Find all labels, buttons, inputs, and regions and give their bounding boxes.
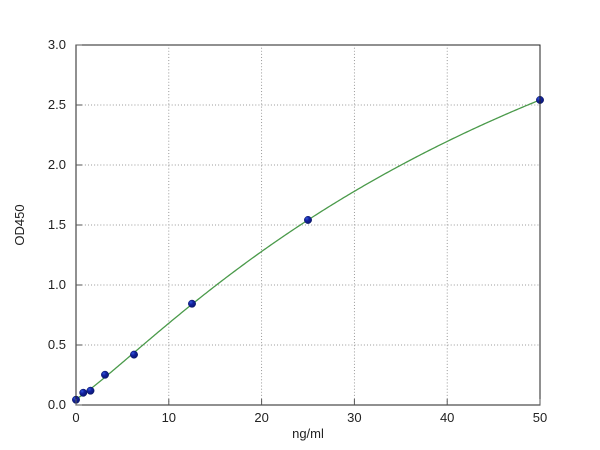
svg-text:30: 30	[347, 410, 361, 425]
svg-text:20: 20	[254, 410, 268, 425]
svg-text:2.0: 2.0	[48, 157, 66, 172]
svg-text:3.0: 3.0	[48, 37, 66, 52]
svg-text:0.5: 0.5	[48, 337, 66, 352]
svg-text:0: 0	[72, 410, 79, 425]
svg-text:ng/ml: ng/ml	[292, 426, 324, 441]
svg-text:40: 40	[440, 410, 454, 425]
svg-text:OD450: OD450	[12, 204, 27, 245]
svg-text:2.5: 2.5	[48, 97, 66, 112]
svg-text:50: 50	[533, 410, 547, 425]
svg-text:1.5: 1.5	[48, 217, 66, 232]
svg-text:10: 10	[162, 410, 176, 425]
svg-text:1.0: 1.0	[48, 277, 66, 292]
svg-text:0.0: 0.0	[48, 397, 66, 412]
